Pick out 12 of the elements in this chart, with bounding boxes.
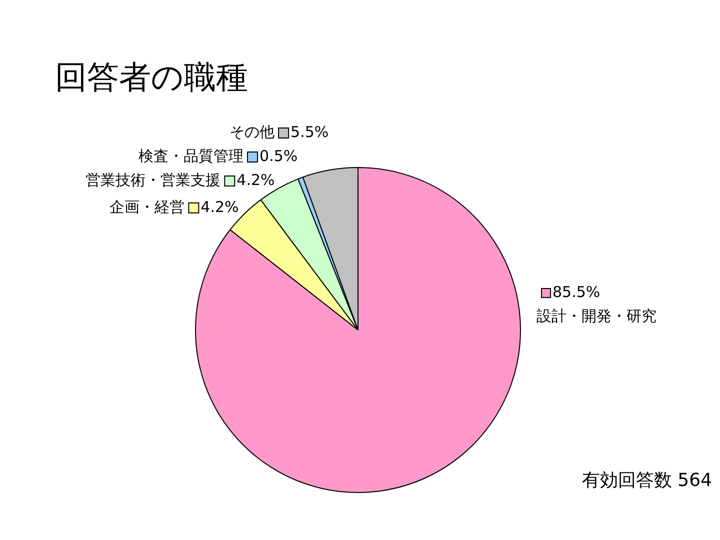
data-label: 5.5%	[290, 122, 329, 141]
legend-label: 検査・品質管理	[138, 146, 244, 165]
data-label: 85.5%	[552, 282, 600, 301]
legend-label: その他	[230, 122, 275, 141]
slice-label: 設計・開発・研究	[536, 306, 656, 325]
text: 有効回答数 564	[582, 469, 712, 492]
chart-title: 回答者の職種	[55, 57, 248, 98]
legend-label: 企画・経営	[110, 198, 185, 216]
legend-label: 営業技術・営業支援	[86, 170, 221, 189]
data-label: 4.2%	[200, 198, 239, 216]
data-label: 4.2%	[236, 170, 275, 189]
data-label: 0.5%	[260, 146, 298, 165]
